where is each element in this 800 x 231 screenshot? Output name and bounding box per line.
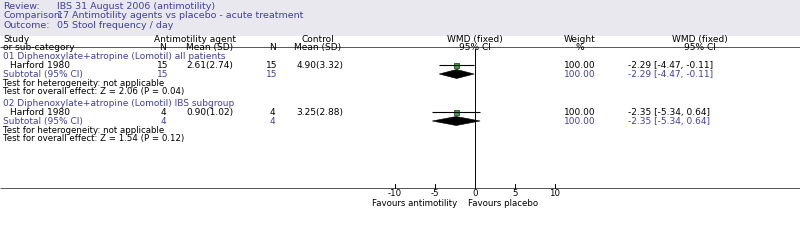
Text: WMD (fixed): WMD (fixed) <box>672 35 728 44</box>
Text: 100.00: 100.00 <box>564 70 596 79</box>
Text: 4: 4 <box>160 117 166 126</box>
Text: Review:: Review: <box>3 2 40 11</box>
Text: -2.35 [-5.34, 0.64]: -2.35 [-5.34, 0.64] <box>628 108 710 117</box>
Bar <box>454 109 458 115</box>
Text: Control: Control <box>302 35 334 44</box>
Text: or sub-category: or sub-category <box>3 43 74 52</box>
Text: 100.00: 100.00 <box>564 61 596 70</box>
Text: 0.90(1.02): 0.90(1.02) <box>186 108 234 117</box>
Text: 4: 4 <box>269 108 275 117</box>
Polygon shape <box>432 116 480 125</box>
Text: Test for heterogeneity: not applicable: Test for heterogeneity: not applicable <box>3 126 164 135</box>
Text: WMD (fixed): WMD (fixed) <box>447 35 503 44</box>
FancyBboxPatch shape <box>0 0 800 36</box>
Text: 15: 15 <box>266 70 278 79</box>
Bar <box>454 63 459 67</box>
Text: N: N <box>160 43 166 52</box>
Text: -2.35 [-5.34, 0.64]: -2.35 [-5.34, 0.64] <box>628 117 710 126</box>
Text: Favours antimotility: Favours antimotility <box>372 199 458 208</box>
Text: Mean (SD): Mean (SD) <box>186 43 234 52</box>
Text: Comparison:: Comparison: <box>3 12 63 21</box>
Text: 2.61(2.74): 2.61(2.74) <box>186 61 234 70</box>
Text: 4: 4 <box>269 117 275 126</box>
Text: Antimotility agent: Antimotility agent <box>154 35 236 44</box>
Text: Study: Study <box>3 35 30 44</box>
Text: 100.00: 100.00 <box>564 117 596 126</box>
Text: 5: 5 <box>512 189 518 198</box>
Polygon shape <box>439 70 474 79</box>
Text: 95% CI: 95% CI <box>459 43 491 52</box>
Text: %: % <box>576 43 584 52</box>
Text: 05 Stool frequency / day: 05 Stool frequency / day <box>57 21 174 30</box>
Text: Subtotal (95% CI): Subtotal (95% CI) <box>3 70 83 79</box>
Text: Harford 1980: Harford 1980 <box>10 61 70 70</box>
Text: IBS 31 August 2006 (antimotility): IBS 31 August 2006 (antimotility) <box>57 2 215 11</box>
Text: 02 Diphenoxylate+atropine (Lomotil) IBS subgroup: 02 Diphenoxylate+atropine (Lomotil) IBS … <box>3 99 234 108</box>
Text: Harford 1980: Harford 1980 <box>10 108 70 117</box>
Text: -2.29 [-4.47, -0.11]: -2.29 [-4.47, -0.11] <box>628 70 713 79</box>
Text: Test for overall effect: Z = 1.54 (P = 0.12): Test for overall effect: Z = 1.54 (P = 0… <box>3 134 184 143</box>
Text: 01 Diphenoxylate+atropine (Lomotil) all patients: 01 Diphenoxylate+atropine (Lomotil) all … <box>3 52 226 61</box>
Text: -10: -10 <box>388 189 402 198</box>
Text: Weight: Weight <box>564 35 596 44</box>
Text: 4: 4 <box>160 108 166 117</box>
Text: 17 Antimotility agents vs placebo - acute treatment: 17 Antimotility agents vs placebo - acut… <box>57 12 303 21</box>
Text: 3.25(2.88): 3.25(2.88) <box>297 108 343 117</box>
Text: 10: 10 <box>550 189 561 198</box>
Text: 95% CI: 95% CI <box>684 43 716 52</box>
Text: N: N <box>269 43 275 52</box>
Text: 15: 15 <box>158 61 169 70</box>
Text: 15: 15 <box>266 61 278 70</box>
Text: 4.90(3.32): 4.90(3.32) <box>297 61 343 70</box>
Text: 15: 15 <box>158 70 169 79</box>
Text: -2.29 [-4.47, -0.11]: -2.29 [-4.47, -0.11] <box>628 61 713 70</box>
Text: Favours placebo: Favours placebo <box>468 199 538 208</box>
Text: Mean (SD): Mean (SD) <box>294 43 342 52</box>
Text: Test for overall effect: Z = 2.06 (P = 0.04): Test for overall effect: Z = 2.06 (P = 0… <box>3 87 184 96</box>
Text: Subtotal (95% CI): Subtotal (95% CI) <box>3 117 83 126</box>
Text: -5: -5 <box>430 189 439 198</box>
Text: Outcome:: Outcome: <box>3 21 50 30</box>
Text: 0: 0 <box>472 189 478 198</box>
Text: 100.00: 100.00 <box>564 108 596 117</box>
Text: Test for heterogeneity: not applicable: Test for heterogeneity: not applicable <box>3 79 164 88</box>
